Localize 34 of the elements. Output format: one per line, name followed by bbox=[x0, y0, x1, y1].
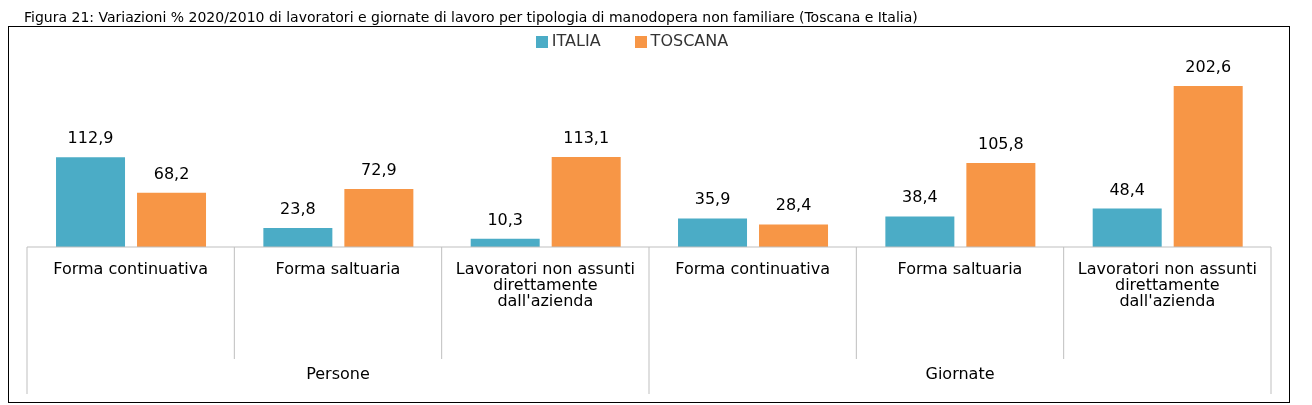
data-label: 68,2 bbox=[153, 163, 190, 183]
bar bbox=[263, 228, 333, 247]
bar bbox=[56, 157, 126, 247]
bar bbox=[1092, 208, 1162, 247]
bar bbox=[344, 189, 414, 247]
x-tick-label: Forma continuativa bbox=[53, 259, 209, 279]
data-label: 23,8 bbox=[280, 199, 316, 219]
bar bbox=[885, 216, 955, 247]
legend-label: TOSCANA bbox=[650, 31, 729, 50]
data-label: 112,9 bbox=[67, 128, 114, 148]
x-tick-label: Forma continuativa bbox=[675, 259, 831, 279]
text: Giornate bbox=[925, 364, 995, 383]
bar bbox=[966, 162, 1036, 247]
legend-label: ITALIA bbox=[551, 31, 601, 50]
data-label: 38,4 bbox=[902, 187, 938, 207]
bar bbox=[137, 192, 207, 247]
x-tick-label: Forma saltuaria bbox=[897, 259, 1023, 279]
x-tick-label: Forma saltuaria bbox=[275, 259, 401, 279]
bar bbox=[1173, 86, 1243, 247]
chart-title: Figura 21: Variazioni % 2020/2010 di lavoratori e giornate di lavoro per tipologia di manodopera non familiare (Toscana e Italia) bbox=[23, 8, 919, 26]
data-label: 35,9 bbox=[694, 189, 731, 209]
data-label: 28,4 bbox=[775, 195, 812, 215]
data-label: 113,1 bbox=[563, 128, 610, 148]
data-label: 48,4 bbox=[1109, 179, 1146, 199]
bar bbox=[551, 157, 621, 247]
x-tick-label: Lavoratori non assunti direttamente dall'azienda bbox=[1077, 259, 1257, 311]
x-tick-label: Lavoratori non assunti direttamente dall'azienda bbox=[455, 259, 635, 311]
data-label: 202,6 bbox=[1185, 57, 1232, 76]
bar bbox=[759, 224, 829, 247]
bar bbox=[678, 218, 748, 247]
data-label: 72,9 bbox=[361, 160, 397, 180]
data-label: 10,3 bbox=[487, 209, 524, 229]
text: Persone bbox=[306, 364, 370, 383]
data-label: 105,8 bbox=[977, 133, 1024, 153]
